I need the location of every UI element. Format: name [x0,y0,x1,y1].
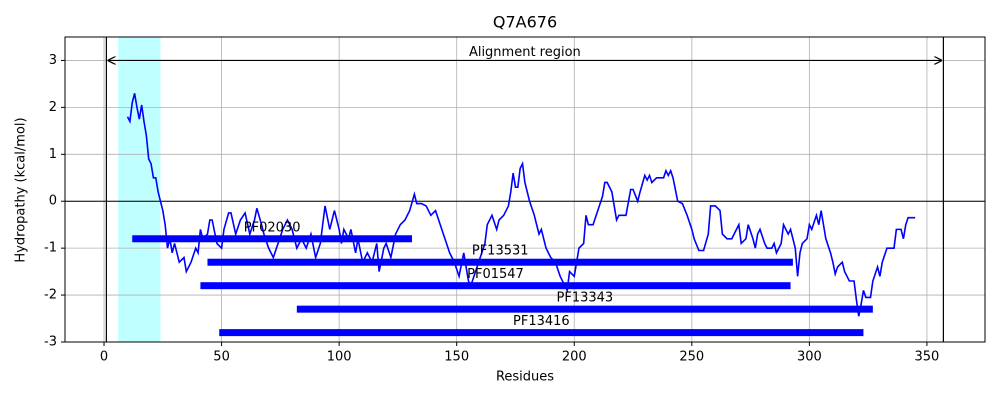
y-tick-label: -3 [44,335,57,350]
domain-label: PF02030 [244,220,301,235]
x-tick-label: 200 [562,350,587,365]
x-tick-label: 300 [797,350,822,365]
highlight-span [118,37,161,342]
domain-label: PF01547 [467,267,524,282]
y-tick-label: 3 [49,53,57,68]
y-tick-label: -1 [44,241,57,256]
domain-bar [296,305,873,313]
chart-title: Q7A676 [493,13,557,32]
y-tick-label: -2 [44,288,57,303]
x-tick-label: 150 [444,350,469,365]
x-axis-label: Residues [496,370,554,385]
x-tick-label: 100 [327,350,352,365]
plot-area [65,37,985,342]
domain-label: PF13416 [513,314,570,329]
y-tick-label: 2 [49,100,57,115]
y-tick-label: 0 [49,194,57,209]
x-tick-label: 350 [915,350,940,365]
domain-bar [200,282,791,290]
domain-bar [132,235,413,243]
x-tick-label: 250 [679,350,704,365]
x-tick-label: 0 [100,350,108,365]
domain-label: PF13343 [557,291,614,306]
x-tick-label: 50 [213,350,230,365]
y-tick-label: 1 [49,147,57,162]
domain-bar [219,329,864,337]
hydropathy-line [126,93,916,317]
domain-bar [207,258,793,266]
domain-label: PF13531 [472,244,529,259]
region-label: Alignment region [469,45,581,60]
y-axis-label: Hydropathy (kcal/mol) [14,117,29,262]
plot-frame [64,36,986,343]
